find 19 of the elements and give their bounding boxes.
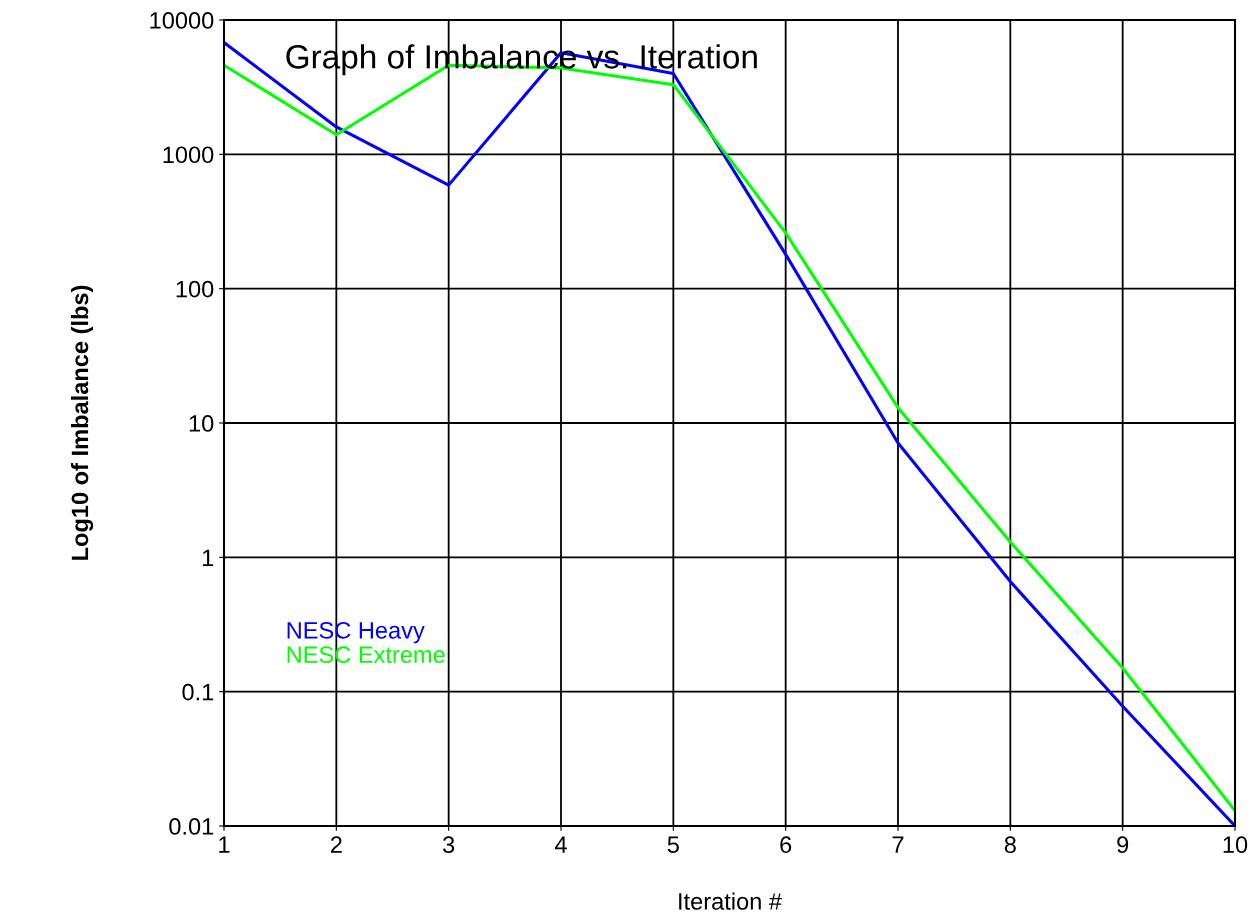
y-tick-label: 1 [202, 549, 214, 566]
y-axis-title: Log10 of Imbalance (lbs) [70, 285, 94, 560]
x-axis-title: Iteration # [679, 892, 782, 910]
y-tick-label: 10 [189, 415, 214, 432]
x-tick-label: 2 [330, 836, 342, 853]
y-tick-label: 0.1 [182, 683, 214, 701]
x-tick-label: 6 [780, 836, 792, 854]
x-tick-label: 9 [1117, 836, 1129, 854]
x-tick-label: 5 [667, 836, 679, 854]
x-tick-label: 3 [443, 836, 455, 854]
x-tick-label: 8 [1004, 836, 1016, 854]
x-tick-label: 10 [1223, 836, 1248, 854]
y-tick-label: 10000 [150, 12, 214, 29]
y-tick-label: 0.01 [169, 818, 214, 835]
y-tick-label: 1000 [163, 146, 214, 164]
y-tick-label: 100 [176, 280, 214, 298]
x-tick-label: 4 [554, 836, 567, 853]
x-tick-label: 1 [219, 836, 230, 853]
x-tick-label: 7 [892, 836, 904, 853]
